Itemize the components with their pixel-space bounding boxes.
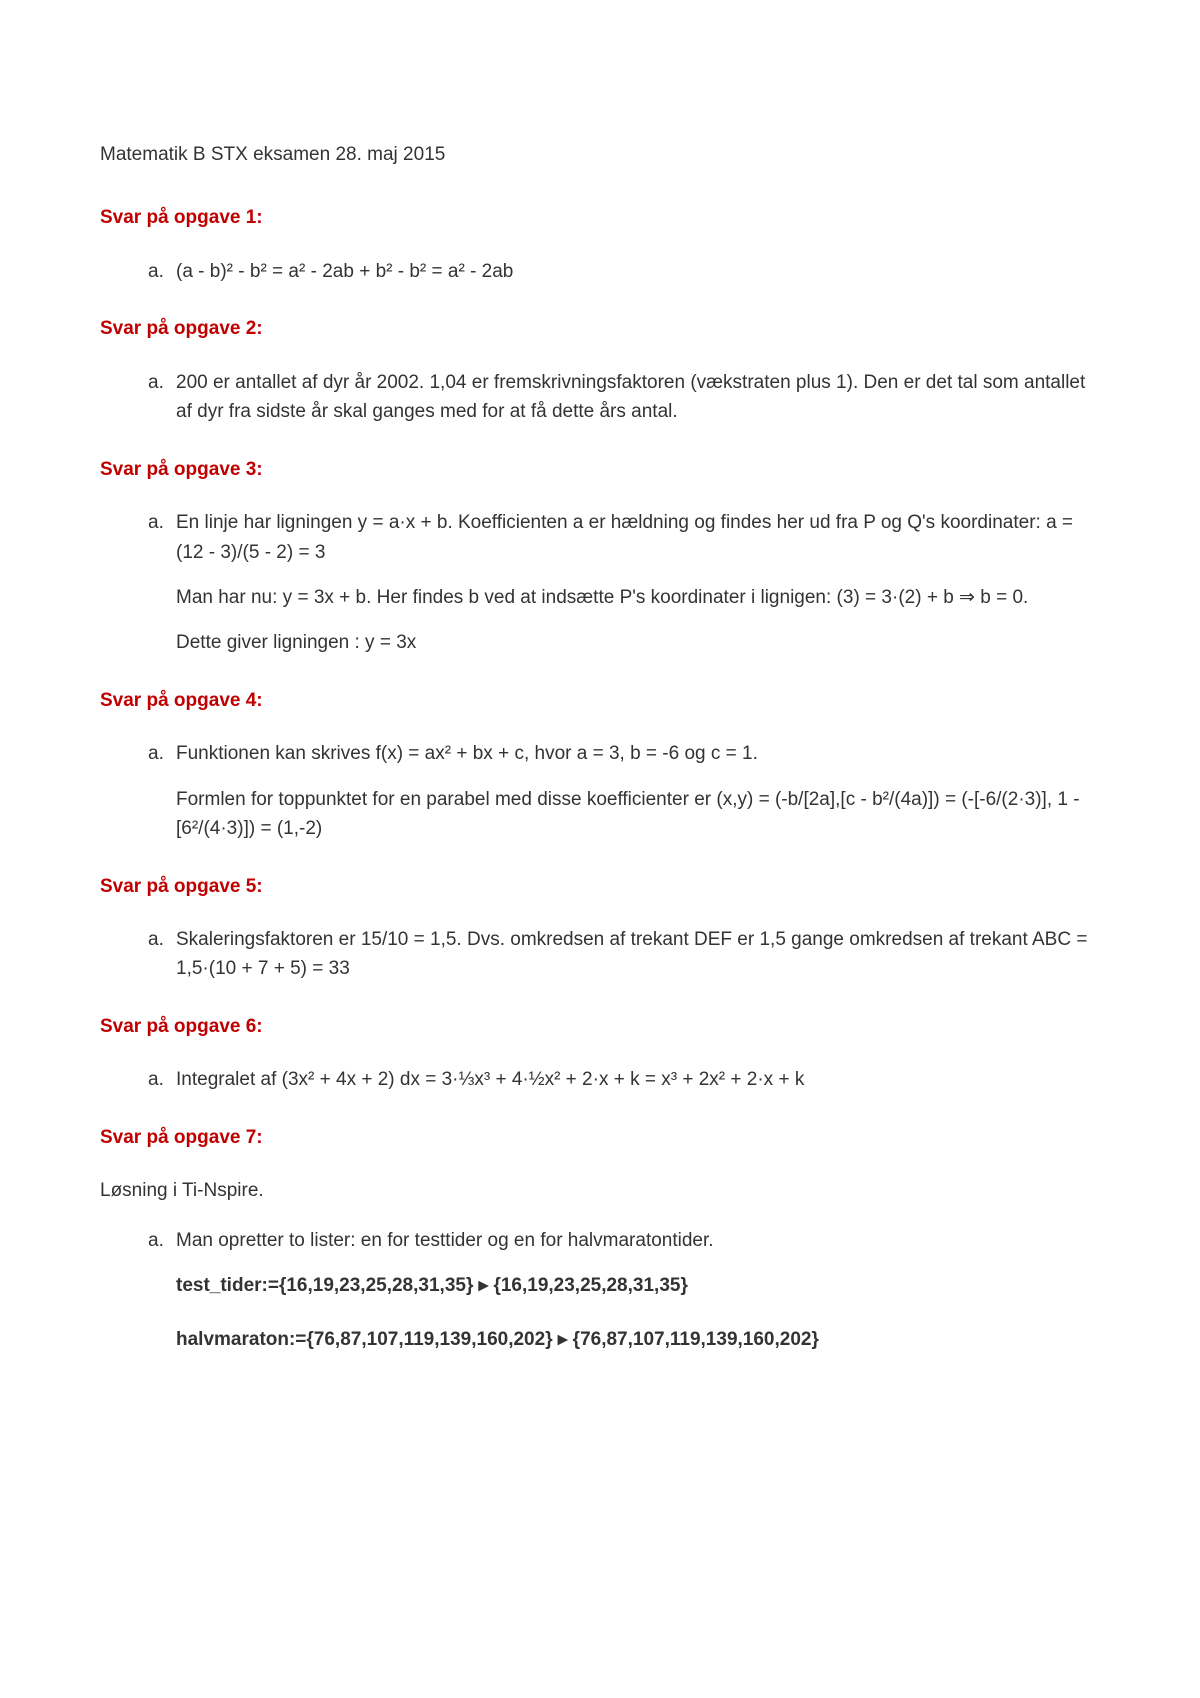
heading-opgave-2: Svar på opgave 2: [100, 314, 1100, 343]
list-marker: a. [148, 1065, 176, 1094]
answer-body: (a - b)² - b² = a² - 2ab + b² - b² = a² … [176, 257, 1100, 286]
answer-body: Integralet af (3x² + 4x + 2) dx = 3·⅓x³ … [176, 1065, 1100, 1094]
list-marker: a. [148, 1226, 176, 1378]
answer-text: 200 er antallet af dyr år 2002. 1,04 er … [176, 368, 1100, 427]
answer-text: Dette giver ligningen : y = 3x [176, 628, 1100, 657]
document-title: Matematik B STX eksamen 28. maj 2015 [100, 140, 1100, 169]
answer-text: Formlen for toppunktet for en parabel me… [176, 785, 1100, 844]
intro-text: Løsning i Ti-Nspire. [100, 1176, 1100, 1205]
answer-block-5: a. Skaleringsfaktoren er 15/10 = 1,5. Dv… [100, 925, 1100, 984]
heading-opgave-6: Svar på opgave 6: [100, 1012, 1100, 1041]
answer-block-1: a. (a - b)² - b² = a² - 2ab + b² - b² = … [100, 257, 1100, 286]
code-line: halvmaraton:={76,87,107,119,139,160,202}… [176, 1325, 1100, 1354]
answer-text: Integralet af (3x² + 4x + 2) dx = 3·⅓x³ … [176, 1065, 1100, 1094]
list-marker: a. [148, 739, 176, 843]
answer-text: En linje har ligningen y = a·x + b. Koef… [176, 508, 1100, 567]
answer-item: a. Integralet af (3x² + 4x + 2) dx = 3·⅓… [148, 1065, 1100, 1094]
answer-text: Funktionen kan skrives f(x) = ax² + bx +… [176, 739, 1100, 768]
answer-item: a. Funktionen kan skrives f(x) = ax² + b… [148, 739, 1100, 843]
document-page: Matematik B STX eksamen 28. maj 2015 Sva… [0, 0, 1200, 1698]
answer-body: Skaleringsfaktoren er 15/10 = 1,5. Dvs. … [176, 925, 1100, 984]
answer-body: Man opretter to lister: en for testtider… [176, 1226, 1100, 1378]
list-marker: a. [148, 257, 176, 286]
heading-opgave-1: Svar på opgave 1: [100, 203, 1100, 232]
answer-block-7: a. Man opretter to lister: en for testti… [100, 1226, 1100, 1378]
code-line: test_tider:={16,19,23,25,28,31,35} ▸ {16… [176, 1271, 1100, 1300]
answer-item: a. 200 er antallet af dyr år 2002. 1,04 … [148, 368, 1100, 427]
heading-opgave-3: Svar på opgave 3: [100, 455, 1100, 484]
list-marker: a. [148, 368, 176, 427]
answer-text: (a - b)² - b² = a² - 2ab + b² - b² = a² … [176, 257, 1100, 286]
heading-opgave-4: Svar på opgave 4: [100, 686, 1100, 715]
answer-item: a. En linje har ligningen y = a·x + b. K… [148, 508, 1100, 658]
answer-text: Man har nu: y = 3x + b. Her findes b ved… [176, 583, 1100, 612]
answer-item: a. Man opretter to lister: en for testti… [148, 1226, 1100, 1378]
heading-opgave-7: Svar på opgave 7: [100, 1123, 1100, 1152]
answer-item: a. Skaleringsfaktoren er 15/10 = 1,5. Dv… [148, 925, 1100, 984]
answer-body: 200 er antallet af dyr år 2002. 1,04 er … [176, 368, 1100, 427]
answer-body: En linje har ligningen y = a·x + b. Koef… [176, 508, 1100, 658]
heading-opgave-5: Svar på opgave 5: [100, 872, 1100, 901]
answer-text: Man opretter to lister: en for testtider… [176, 1226, 1100, 1255]
list-marker: a. [148, 508, 176, 658]
answer-block-2: a. 200 er antallet af dyr år 2002. 1,04 … [100, 368, 1100, 427]
list-marker: a. [148, 925, 176, 984]
answer-block-3: a. En linje har ligningen y = a·x + b. K… [100, 508, 1100, 658]
answer-block-4: a. Funktionen kan skrives f(x) = ax² + b… [100, 739, 1100, 843]
answer-item: a. (a - b)² - b² = a² - 2ab + b² - b² = … [148, 257, 1100, 286]
answer-block-6: a. Integralet af (3x² + 4x + 2) dx = 3·⅓… [100, 1065, 1100, 1094]
answer-text: Skaleringsfaktoren er 15/10 = 1,5. Dvs. … [176, 925, 1100, 984]
answer-body: Funktionen kan skrives f(x) = ax² + bx +… [176, 739, 1100, 843]
